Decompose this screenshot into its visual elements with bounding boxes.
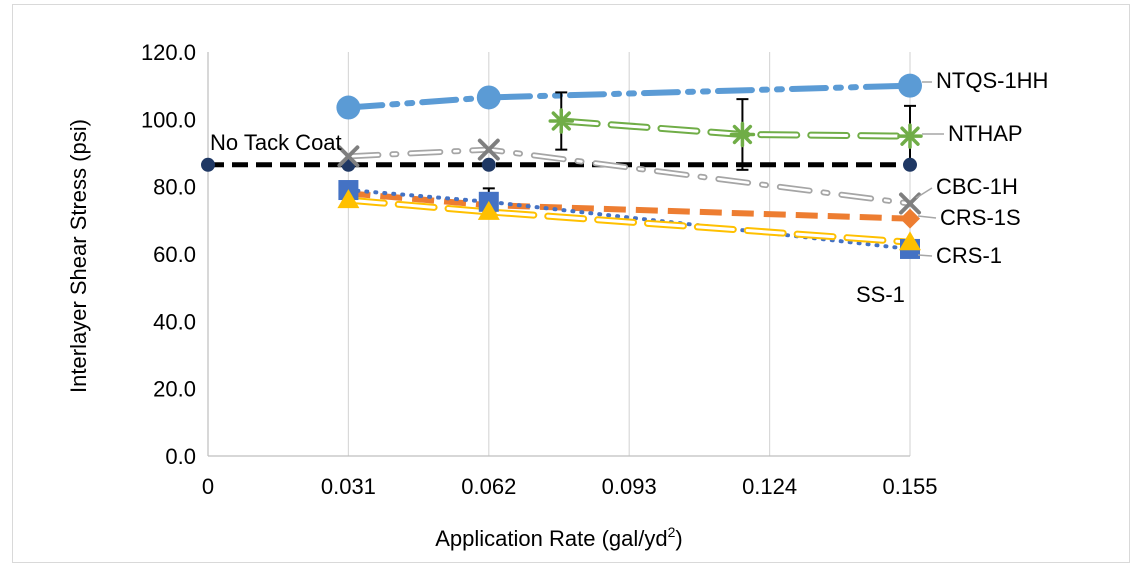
x-tick-label: 0.124 (742, 474, 797, 499)
x-tick-label: 0.031 (321, 474, 376, 499)
y-tick-label: 20.0 (153, 377, 196, 402)
data-point (548, 108, 575, 134)
series-label: CRS-1S (940, 205, 1021, 230)
label-leader-line (917, 254, 933, 257)
data-point (897, 123, 923, 149)
data-point (477, 138, 500, 161)
label-leader-line (917, 215, 937, 219)
data-point (477, 200, 500, 220)
x-tick-label: 0.093 (602, 474, 657, 499)
x-axis-title-main: Application Rate (gal/yd (435, 526, 667, 551)
y-tick-label: 80.0 (153, 175, 196, 200)
series-label: NTQS-1HH (936, 68, 1048, 93)
x-axis-title-sup: 2 (668, 524, 676, 540)
data-point (729, 121, 756, 148)
data-point (337, 145, 360, 168)
series-label: CBC-1H (936, 174, 1018, 199)
data-point (201, 157, 215, 172)
x-axis-title: Application Rate (gal/yd2) (435, 524, 682, 551)
data-point (900, 208, 920, 229)
data-point (476, 85, 501, 110)
series-label: SS-1 (856, 282, 905, 307)
label-layer: No Tack Coat NTQS-1HH NTHAP CBC-1H CRS-1S CRS… (210, 68, 1048, 307)
data-point (481, 157, 496, 172)
y-tick-label: 60.0 (153, 242, 196, 267)
series-layer (201, 73, 923, 259)
x-tick-label: 0 (202, 474, 214, 499)
series-label: CRS-1 (936, 243, 1002, 268)
x-stroke (337, 145, 360, 168)
star-stroke (900, 126, 920, 146)
star-stroke (551, 111, 571, 131)
y-tick-label: 100.0 (141, 107, 196, 132)
grid-layer (347, 52, 911, 456)
series-label: No Tack Coat (210, 130, 342, 155)
x-tick-label: 0.155 (882, 474, 937, 499)
series-label: NTHAP (948, 121, 1023, 146)
data-point (898, 73, 922, 98)
data-point (336, 95, 361, 120)
data-point (337, 189, 360, 209)
series-line-inner (346, 198, 912, 244)
x-tick-label: 0.062 (461, 474, 516, 499)
x-axis-title-end: ) (675, 526, 682, 551)
label-leader-line (915, 187, 933, 199)
y-tick-label: 120.0 (141, 40, 196, 65)
y-axis-title: Interlayer Shear Stress (psi) (66, 119, 91, 393)
data-point (899, 231, 921, 251)
star-stroke (732, 124, 753, 145)
y-tick-label: 0.0 (165, 444, 196, 469)
y-tick-label: 40.0 (153, 309, 196, 334)
data-point (903, 157, 917, 172)
x-stroke (477, 138, 500, 161)
axis-layer: 0.0 20.0 40.0 60.0 80.0 100.0 120.0 0 0.031 0.062… (66, 40, 938, 551)
